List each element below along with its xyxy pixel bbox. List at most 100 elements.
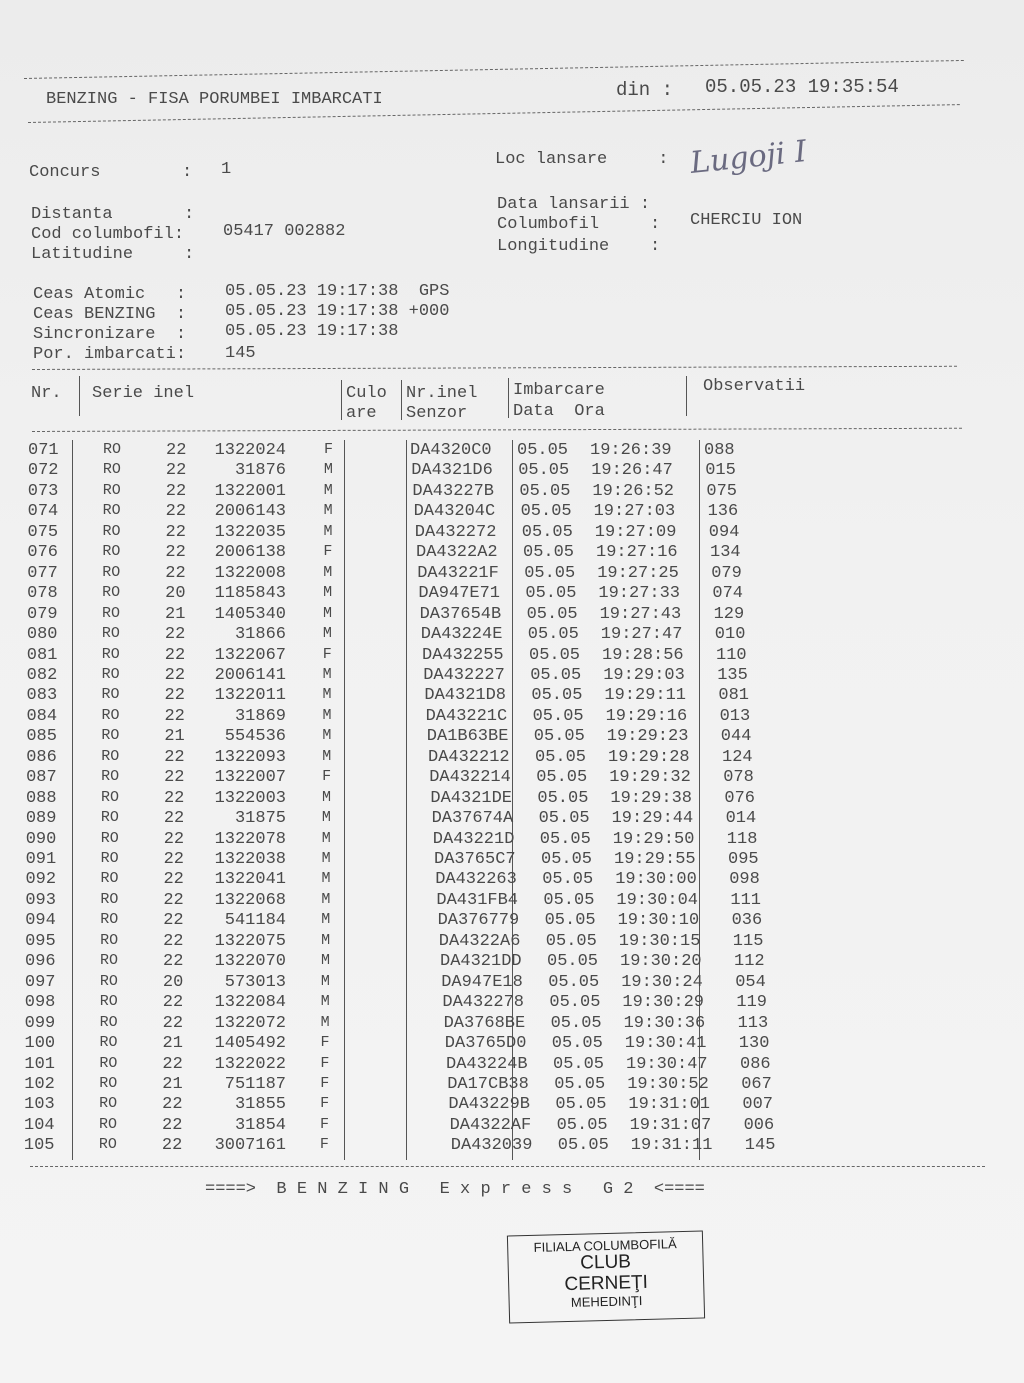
row-country: RO: [102, 584, 121, 602]
cod-columbofil-value: 05417 002882: [223, 222, 346, 241]
table-row: 097 RO 20 573013 M DA947E18 05.05 19:30:24 054: [0, 973, 1024, 993]
row-ring-number: 1322003: [214, 788, 286, 808]
row-country: RO: [100, 788, 119, 806]
row-time: 19:27:47: [600, 625, 683, 645]
row-sex: M: [323, 584, 333, 602]
row-observatii: 094: [708, 522, 740, 542]
col-divider: [344, 440, 345, 1160]
row-time: 19:27:43: [599, 604, 682, 624]
row-year: 22: [163, 870, 184, 890]
row-year: 22: [165, 461, 187, 481]
row-ring-number: 2006138: [214, 543, 286, 563]
table-row: 088 RO 22 1322003 M DA4321DE 05.05 19:29:38 076: [0, 789, 1024, 809]
row-date: 05.05: [554, 1074, 606, 1094]
row-sex: F: [323, 543, 333, 561]
row-nr: 082: [26, 665, 58, 685]
ceas-atomic-value: 05.05.23 19:17:38 GPS: [225, 282, 450, 301]
row-nr: 097: [24, 972, 56, 992]
row-observatii: 036: [731, 911, 763, 931]
row-observatii: 013: [719, 706, 751, 726]
row-ring-number: 31875: [234, 809, 286, 829]
row-sex: M: [323, 522, 333, 540]
row-sex: F: [322, 645, 332, 663]
row-year: 21: [162, 1034, 183, 1054]
row-date: 05.05: [538, 809, 590, 829]
row-sensor: DA43221F: [417, 563, 499, 583]
header-culoare-1: Culo: [346, 384, 387, 403]
table-row: 104 RO 22 31854 F DA4322AF 05.05 19:31:07 006: [0, 1116, 1024, 1136]
row-date: 05.05: [539, 829, 591, 849]
row-sex: M: [321, 890, 331, 908]
row-nr: 098: [24, 993, 56, 1013]
table-row: 099 RO 22 1322072 M DA3768BE 05.05 19:30:36 113: [0, 1014, 1024, 1034]
col-divider: [72, 440, 73, 1160]
row-nr: 095: [25, 931, 56, 951]
row-sensor: DA1B63BE: [426, 727, 509, 747]
row-country: RO: [101, 686, 120, 704]
row-nr: 079: [27, 604, 58, 624]
table-row: 102 RO 21 751187 F DA17CB38 05.05 19:30:52 067: [0, 1075, 1024, 1095]
row-sensor: DA4321D8: [424, 686, 507, 706]
table-row: 103 RO 22 31855 F DA43229B 05.05 19:31:01 007: [0, 1095, 1024, 1115]
row-year: 22: [163, 952, 184, 972]
row-time: 19:29:03: [603, 665, 685, 685]
row-time: 19:28:56: [602, 645, 684, 665]
row-date: 05.05: [547, 952, 599, 972]
row-date: 05.05: [532, 706, 584, 726]
row-observatii: 112: [734, 952, 765, 972]
table-row: 082 RO 22 2006141 M DA432227 05.05 19:29:03 135: [0, 666, 1024, 686]
row-year: 21: [165, 604, 186, 624]
row-nr: 076: [27, 543, 58, 563]
row-sensor: DA432278: [442, 993, 525, 1013]
row-time: 19:29:50: [612, 829, 695, 849]
row-nr: 091: [25, 850, 57, 869]
row-observatii: 074: [712, 584, 743, 604]
row-country: RO: [101, 625, 120, 643]
row-nr: 086: [26, 747, 57, 767]
row-year: 21: [162, 1074, 183, 1094]
row-sex: F: [320, 1054, 330, 1072]
row-sex: M: [320, 1013, 330, 1031]
document-title: BENZING - FISA PORUMBEI IMBARCATI: [46, 90, 383, 109]
row-ring-number: 31876: [234, 461, 286, 481]
table-row: 081 RO 22 1322067 F DA432255 05.05 19:28:56 110: [0, 646, 1024, 666]
row-nr: 071: [28, 441, 59, 460]
table-row: 072 RO 22 31876 M DA4321D6 05.05 19:26:47 015: [0, 461, 1024, 481]
row-date: 05.05: [518, 461, 570, 481]
header-culoare-2: are: [346, 404, 377, 423]
row-sensor: DA4322A6: [438, 931, 521, 951]
row-date: 05.05: [519, 481, 571, 501]
row-year: 22: [162, 1013, 184, 1033]
table-row: 071 RO 22 1322024 F DA4320C0 05.05 19:26:39 088: [0, 441, 1024, 461]
table-row: 090 RO 22 1322078 M DA43221D 05.05 19:29:50 118: [0, 830, 1024, 850]
row-country: RO: [101, 727, 120, 745]
row-ring-number: 1322078: [214, 829, 286, 849]
row-ring-number: 1322007: [214, 768, 286, 788]
concurs-value: 1: [221, 160, 232, 179]
row-sex: M: [323, 502, 333, 520]
header-serie-inel: Serie inel: [92, 384, 195, 403]
row-sensor: DA947E71: [418, 584, 501, 604]
table-row: 094 RO 22 541184 M DA376779 05.05 19:30:10 036: [0, 911, 1024, 931]
row-year: 22: [164, 768, 185, 788]
table-row: 078 RO 20 1185843 M DA947E71 05.05 19:27:33 074: [0, 584, 1024, 604]
row-observatii: 079: [711, 563, 742, 583]
row-year: 22: [163, 931, 184, 951]
row-country: RO: [102, 502, 121, 520]
row-year: 22: [163, 829, 185, 849]
row-nr: 080: [26, 625, 58, 645]
row-country: RO: [102, 481, 121, 499]
header-nr-inel-2: Senzor: [406, 404, 468, 423]
row-sensor: DA17CB38: [447, 1074, 529, 1094]
row-sex: M: [323, 461, 333, 479]
row-sensor: DA376779: [437, 911, 520, 931]
row-year: 22: [166, 441, 187, 460]
row-date: 05.05: [549, 993, 601, 1013]
table-row: 095 RO 22 1322075 M DA4322A6 05.05 19:30:15 115: [0, 932, 1024, 952]
row-sensor: DA43224E: [420, 625, 503, 645]
row-time: 19:26:47: [591, 461, 673, 481]
row-ring-number: 554536: [224, 727, 286, 747]
row-ring-number: 1322068: [214, 890, 286, 910]
row-time: 19:30:10: [617, 911, 700, 931]
row-nr: 101: [24, 1054, 55, 1074]
